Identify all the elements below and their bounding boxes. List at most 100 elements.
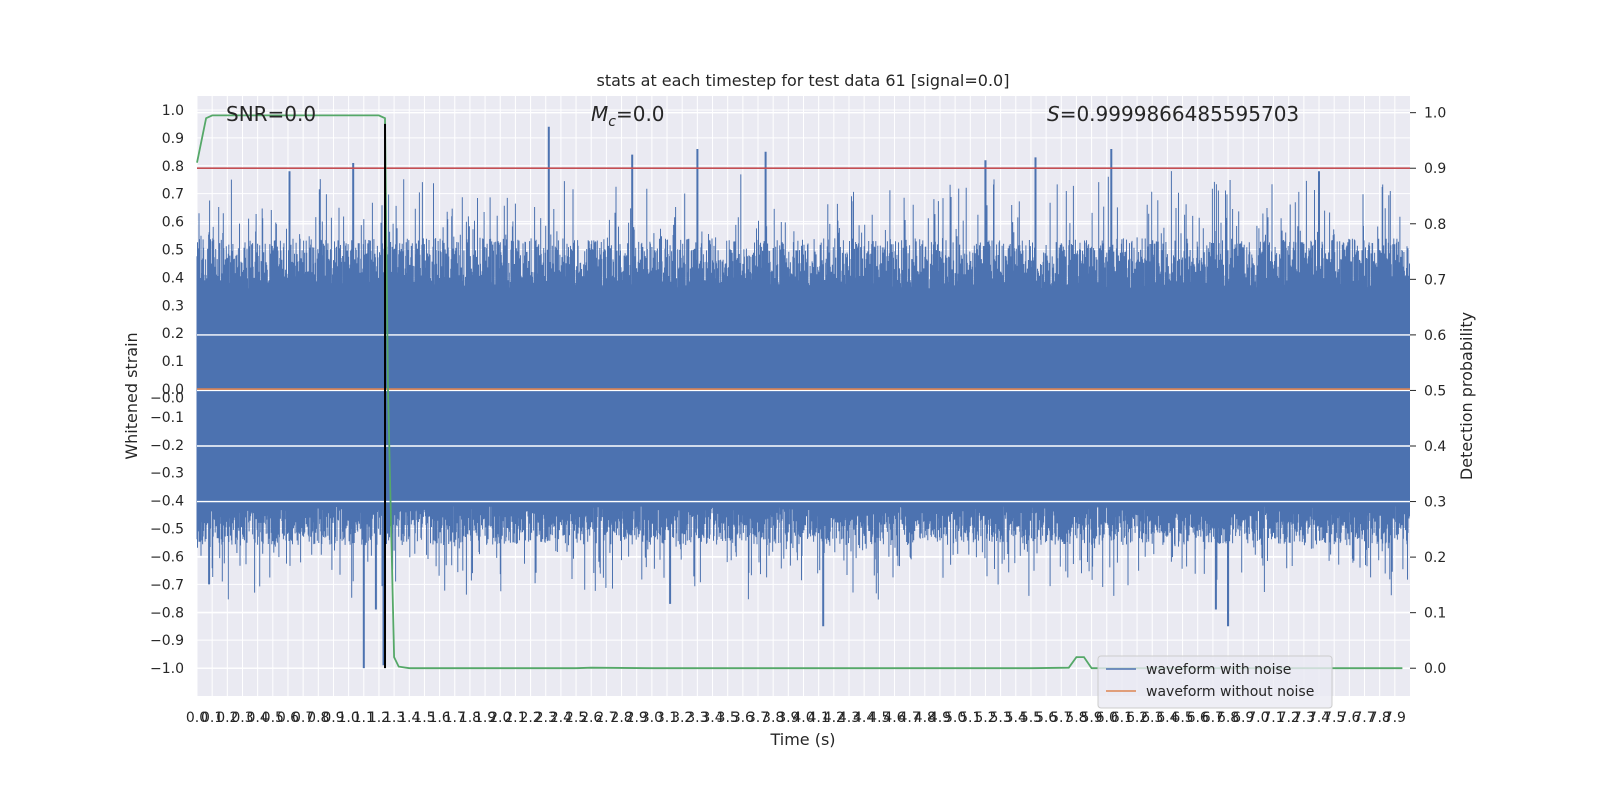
x-tick-label: 5.9 [1080,710,1102,726]
y-tick-label-left: 0.7 [162,187,184,203]
annotation-mc-main: M [591,102,608,126]
y-tick-label-left: −0.7 [150,577,184,593]
y-tick-label-left: 0.0 [162,382,184,398]
x-axis-label: Time (s) [769,730,835,749]
y-tick-label-left: −0.1 [150,410,184,426]
x-tick-label: 3.6 [732,710,754,726]
x-tick-label: 7.1 [1262,710,1284,726]
legend-box [1097,655,1333,709]
y-tick-label-left: −1.0 [150,661,184,677]
x-tick-label: 1.6 [428,710,450,726]
y-tick-label-left: −0.8 [150,605,184,621]
y-tick-label-left: 0.1 [162,354,184,370]
x-tick-label: 4.0 [792,710,814,726]
x-tick-label: 6.1 [1111,710,1133,726]
x-tick-label: 4.6 [883,710,905,726]
x-tick-label: 1.7 [444,710,466,726]
y-tick-label-right: 0.9 [1424,161,1446,177]
x-tick-label: 2.1 [504,710,526,726]
y-tick-label-left: 0.4 [162,270,184,286]
x-tick-label: 3.8 [762,710,784,726]
x-tick-label: 3.5 [717,710,739,726]
x-tick-label: 1.2 [368,710,390,726]
x-tick-label: 1.1 [353,710,375,726]
x-tick-label: 1.3 [383,710,405,726]
x-tick-label: 2.8 [610,710,632,726]
x-tick-label: 6.5 [1171,710,1193,726]
annotation-snr: SNR=0.0 [226,102,316,126]
annotation-mc-rest: =0.0 [616,102,665,126]
y-tick-label-left: 1.0 [162,103,184,119]
x-tick-label: 7.8 [1369,710,1391,726]
x-tick-label: 5.7 [1050,710,1072,726]
x-tick-label: 2.3 [535,710,557,726]
x-tick-label: 5.6 [1035,710,1057,726]
annotation-mc-sub: c [608,114,616,130]
y-tick-label-left: −0.3 [150,466,184,482]
x-tick-label: 3.0 [641,710,663,726]
x-tick-label: 7.4 [1308,710,1330,726]
x-tick-label: 2.2 [519,710,541,726]
y-tick-label-left: −0.2 [150,438,184,454]
x-tick-label: 0.6 [277,710,299,726]
x-tick-label: 7.9 [1384,710,1406,726]
y-axis-right-ticks: 1.0 0.9 0.8 0.7 0.6 0.5 0.4 0.3 0.2 0.1 0.0 [1410,106,1446,677]
x-tick-label: 3.7 [747,710,769,726]
legend-label-noise: waveform with noise [1146,662,1291,678]
x-tick-label: 6.2 [1126,710,1148,726]
x-tick-label: 2.9 [626,710,648,726]
y-axis-left-ticks: 1.0 0.9 0.8 0.7 0.6 0.5 0.4 0.3 0.2 0.1 0.0−0.0 −0.… [150,103,184,677]
x-tick-label: 7.3 [1293,710,1315,726]
x-tick-label: 7.0 [1247,710,1269,726]
chart-title: stats at each timestep for test data 61 … [597,71,1010,90]
x-tick-label: 7.2 [1278,710,1300,726]
y-tick-label-right: 1.0 [1424,106,1446,122]
y-tick-label-left: −0.5 [150,522,184,538]
x-tick-label: 7.5 [1323,710,1345,726]
y-tick-label-left: 0.6 [162,215,184,231]
x-tick-label: 2.4 [550,710,572,726]
x-tick-label: 0.1 [201,710,223,726]
x-tick-label: 1.8 [459,710,481,726]
x-tick-label: 0.4 [247,710,269,726]
x-tick-label: 4.4 [853,710,875,726]
y-tick-label-left: 0.8 [162,159,184,175]
y-tick-label-left: −0.6 [150,549,184,565]
x-tick-label: 2.5 [565,710,587,726]
x-tick-label: 0.2 [216,710,238,726]
x-tick-label: 1.0 [337,710,359,726]
x-tick-label: 4.8 [914,710,936,726]
y-tick-label-left: 0.2 [162,326,184,342]
annotation-s: S=0.9999866485595703 [1047,102,1299,126]
x-tick-label: 6.3 [1141,710,1163,726]
annotation-mc: Mc=0.0 [591,102,665,130]
y-tick-label-right: 0.0 [1424,661,1446,677]
x-tick-label: 6.0 [1096,710,1118,726]
y-tick-label-right: 0.3 [1424,495,1446,511]
y-axis-right-label: Detection probability [1457,312,1476,480]
x-tick-label: 7.6 [1338,710,1360,726]
x-tick-label: 6.7 [1202,710,1224,726]
x-tick-label: 5.3 [989,710,1011,726]
y-tick-label-right: 0.7 [1424,272,1446,288]
x-tick-label: 5.1 [959,710,981,726]
y-tick-label-right: 0.8 [1424,217,1446,233]
x-tick-label: 3.4 [701,710,723,726]
x-tick-label: 3.2 [671,710,693,726]
x-tick-label: 2.6 [580,710,602,726]
x-tick-label: 3.9 [777,710,799,726]
noise-core-band [197,288,1410,507]
y-tick-label-left: 0.5 [162,242,184,258]
x-tick-label: 5.2 [974,710,996,726]
y-tick-label-right: 0.2 [1424,550,1446,566]
x-tick-label: 0.8 [307,710,329,726]
y-tick-label-right: 0.5 [1424,383,1446,399]
x-tick-label: 2.7 [595,710,617,726]
x-tick-label: 0.3 [231,710,253,726]
y-axis-left-label: Whitened strain [122,332,141,459]
x-tick-label: 5.8 [1065,710,1087,726]
x-tick-label: 3.1 [656,710,678,726]
x-tick-label: 5.4 [1005,710,1027,726]
annotation-s-rest: =0.9999866485595703 [1060,102,1299,126]
